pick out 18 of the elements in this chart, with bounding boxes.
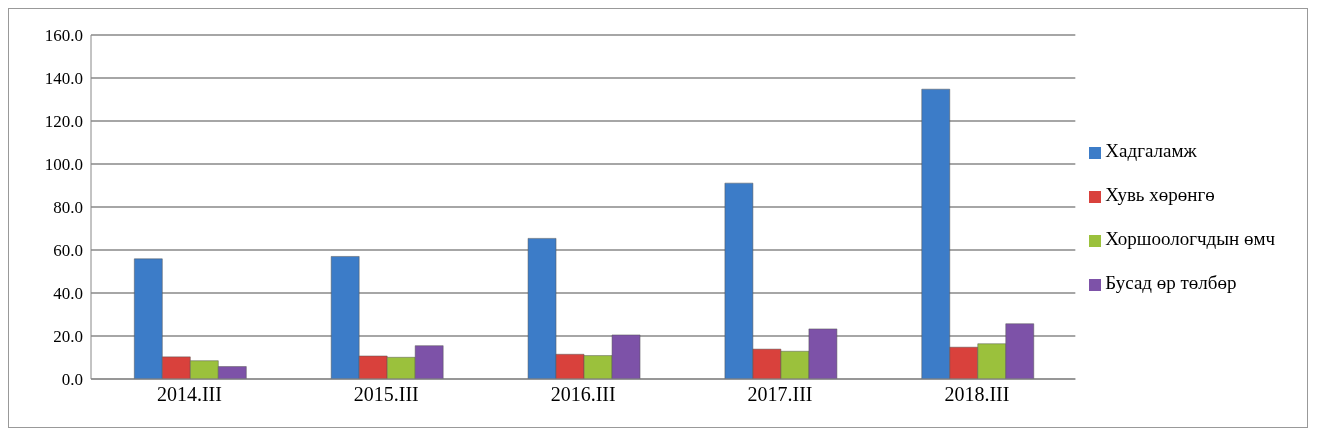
y-tick-label: 140.0: [44, 69, 83, 89]
x-tick-label: 2014.III: [156, 383, 222, 406]
y-tick-label: 120.0: [44, 112, 83, 132]
y-tick-label: 40.0: [53, 284, 83, 304]
legend-label: Хоршоологчдын өмч: [1105, 228, 1275, 249]
legend-label: Бусад өр төлбөр: [1105, 272, 1237, 293]
y-tick-label: 0.0: [61, 370, 83, 390]
x-tick-label: 2017.III: [747, 383, 813, 406]
x-tick-label: 2018.III: [944, 383, 1010, 406]
y-tick-label: 100.0: [44, 155, 83, 175]
y-tick-label: 20.0: [53, 327, 83, 347]
legend-label: Хувь хөрөнгө: [1105, 184, 1215, 205]
x-tick-label: 2015.III: [353, 383, 419, 406]
y-tick-label: 60.0: [53, 241, 83, 261]
legend-label: Хадгаламж: [1105, 140, 1197, 161]
x-tick-label: 2016.III: [550, 383, 616, 406]
y-tick-label: 160.0: [44, 26, 83, 46]
y-tick-label: 80.0: [53, 198, 83, 218]
